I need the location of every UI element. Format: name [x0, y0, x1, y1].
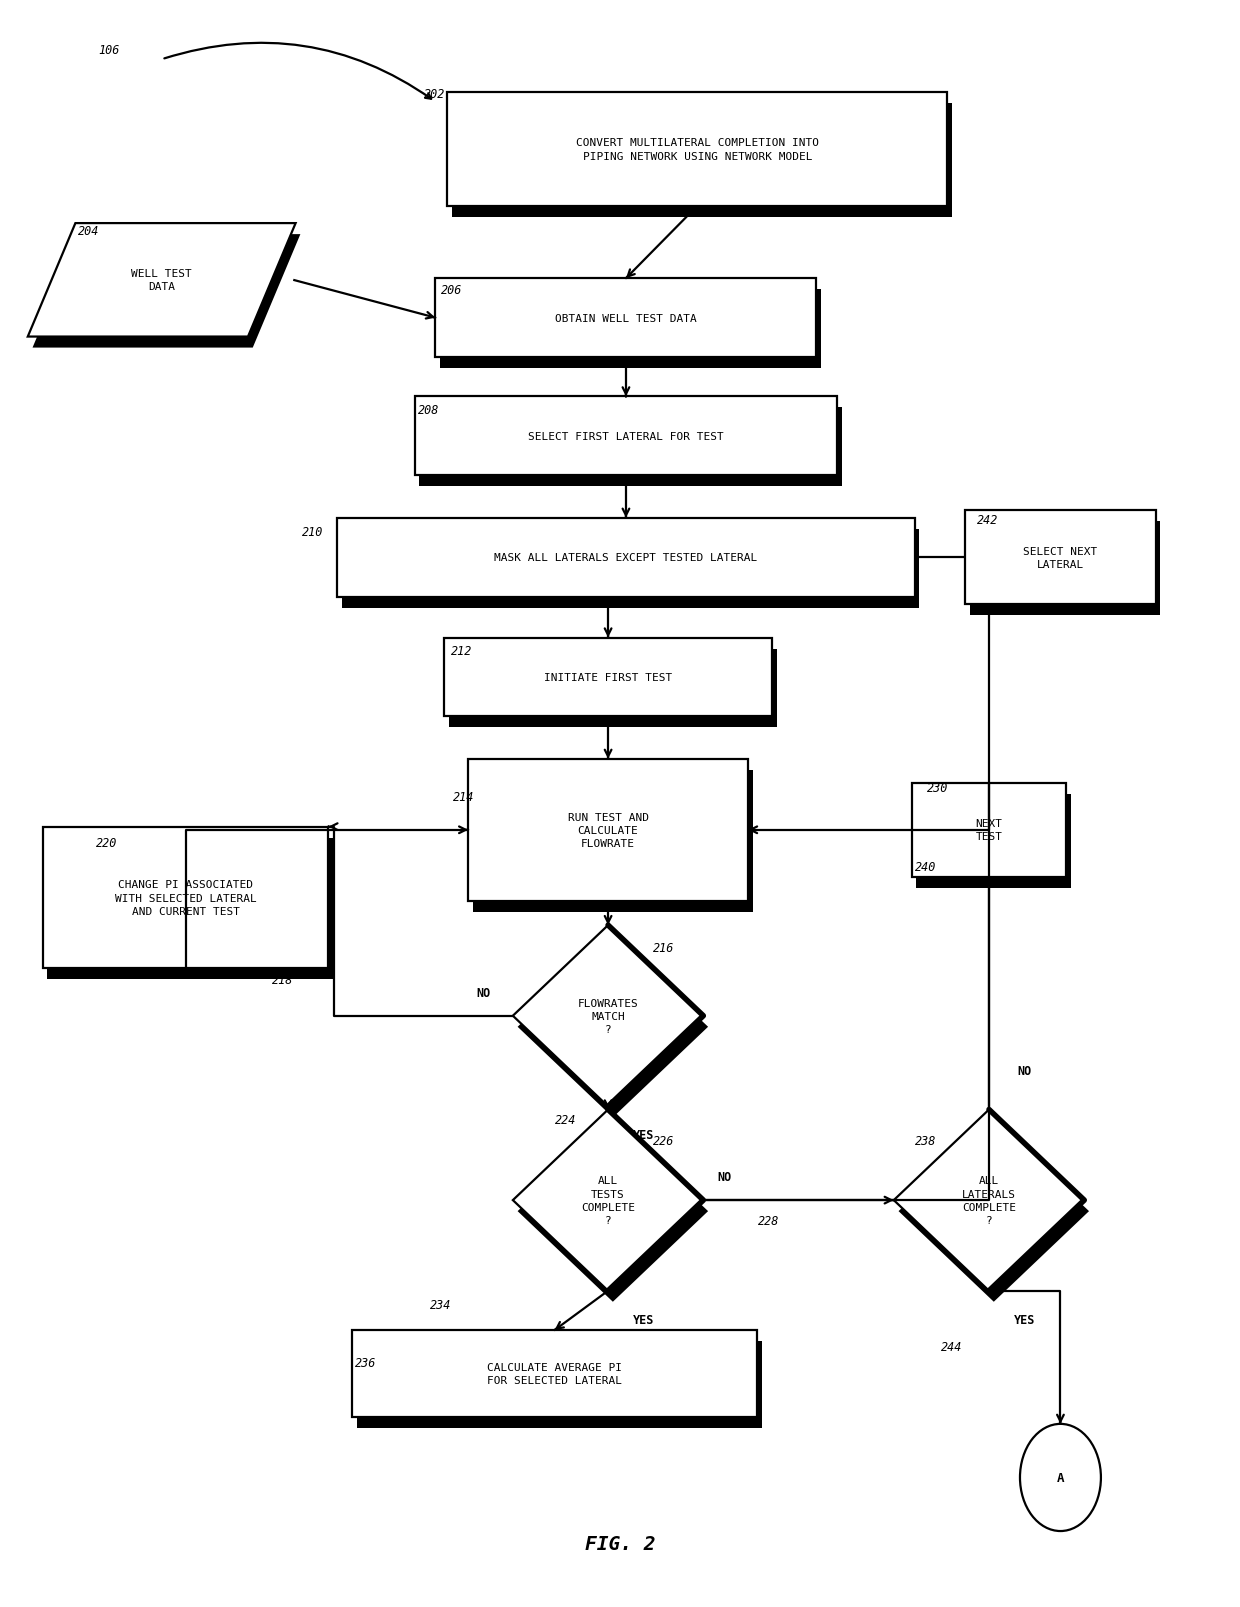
Text: 234: 234	[429, 1298, 451, 1311]
Text: FLOWRATES
MATCH
?: FLOWRATES MATCH ?	[578, 998, 639, 1035]
Text: NO: NO	[476, 987, 490, 1000]
Polygon shape	[27, 223, 295, 337]
Text: SELECT NEXT
LATERAL: SELECT NEXT LATERAL	[1023, 546, 1097, 569]
Bar	[440, 291, 821, 370]
Bar	[352, 1331, 756, 1417]
Text: 216: 216	[653, 942, 675, 955]
Bar	[357, 1342, 761, 1429]
Bar	[965, 511, 1156, 606]
Text: MASK ALL LATERALS EXCEPT TESTED LATERAL: MASK ALL LATERALS EXCEPT TESTED LATERAL	[495, 553, 758, 562]
Bar	[448, 93, 947, 207]
Polygon shape	[517, 1120, 708, 1302]
Text: 244: 244	[941, 1340, 962, 1353]
Polygon shape	[513, 926, 703, 1107]
Text: INITIATE FIRST TEST: INITIATE FIRST TEST	[544, 672, 672, 683]
Text: 106: 106	[99, 45, 120, 58]
Text: 212: 212	[451, 644, 472, 657]
Text: 224: 224	[554, 1114, 575, 1127]
Bar	[435, 280, 816, 358]
Bar	[469, 760, 748, 902]
Text: 214: 214	[454, 791, 475, 804]
Bar	[42, 828, 329, 969]
Bar	[916, 794, 1071, 889]
Text: WELL TEST
DATA: WELL TEST DATA	[131, 268, 192, 292]
Bar	[419, 408, 842, 487]
Text: 240: 240	[915, 860, 936, 873]
Text: 206: 206	[441, 283, 463, 297]
Text: FIG. 2: FIG. 2	[585, 1535, 655, 1554]
Bar	[444, 638, 771, 717]
Text: RUN TEST AND
CALCULATE
FLOWRATE: RUN TEST AND CALCULATE FLOWRATE	[568, 812, 649, 848]
Text: 228: 228	[758, 1215, 780, 1228]
Text: NEXT
TEST: NEXT TEST	[976, 818, 1002, 842]
Text: YES: YES	[634, 1313, 655, 1326]
Bar	[337, 519, 915, 598]
Text: 202: 202	[424, 88, 445, 101]
Text: 218: 218	[273, 974, 294, 987]
Polygon shape	[899, 1120, 1089, 1302]
Text: 242: 242	[977, 514, 998, 527]
Text: SELECT FIRST LATERAL FOR TEST: SELECT FIRST LATERAL FOR TEST	[528, 432, 724, 442]
Text: 238: 238	[915, 1135, 936, 1147]
Bar	[342, 529, 919, 607]
Polygon shape	[894, 1110, 1084, 1290]
Text: YES: YES	[1014, 1313, 1035, 1326]
Polygon shape	[513, 1110, 703, 1290]
Text: 210: 210	[303, 525, 324, 538]
Text: ALL
TESTS
COMPLETE
?: ALL TESTS COMPLETE ?	[582, 1176, 635, 1225]
Bar	[970, 522, 1161, 615]
Text: NO: NO	[1018, 1064, 1032, 1077]
Text: OBTAIN WELL TEST DATA: OBTAIN WELL TEST DATA	[556, 313, 697, 323]
Text: 220: 220	[97, 836, 118, 850]
Text: 204: 204	[78, 225, 99, 238]
Text: A: A	[1056, 1470, 1064, 1483]
Bar	[449, 649, 776, 728]
Text: 208: 208	[418, 403, 439, 416]
Bar	[472, 770, 753, 913]
Text: CALCULATE AVERAGE PI
FOR SELECTED LATERAL: CALCULATE AVERAGE PI FOR SELECTED LATERA…	[487, 1363, 622, 1385]
Bar	[453, 104, 952, 217]
Polygon shape	[517, 937, 708, 1118]
Text: 226: 226	[653, 1135, 675, 1147]
Bar	[47, 839, 334, 980]
Text: 230: 230	[928, 781, 949, 794]
Text: CONVERT MULTILATERAL COMPLETION INTO
PIPING NETWORK USING NETWORK MODEL: CONVERT MULTILATERAL COMPLETION INTO PIP…	[575, 138, 818, 162]
Polygon shape	[32, 235, 300, 349]
Text: NO: NO	[718, 1170, 732, 1183]
Text: CHANGE PI ASSOCIATED
WITH SELECTED LATERAL
AND CURRENT TEST: CHANGE PI ASSOCIATED WITH SELECTED LATER…	[114, 879, 257, 916]
Bar	[911, 783, 1066, 877]
Text: 236: 236	[355, 1356, 376, 1369]
Text: ALL
LATERALS
COMPLETE
?: ALL LATERALS COMPLETE ?	[962, 1176, 1016, 1225]
Text: YES: YES	[634, 1128, 655, 1141]
Bar	[414, 397, 837, 476]
